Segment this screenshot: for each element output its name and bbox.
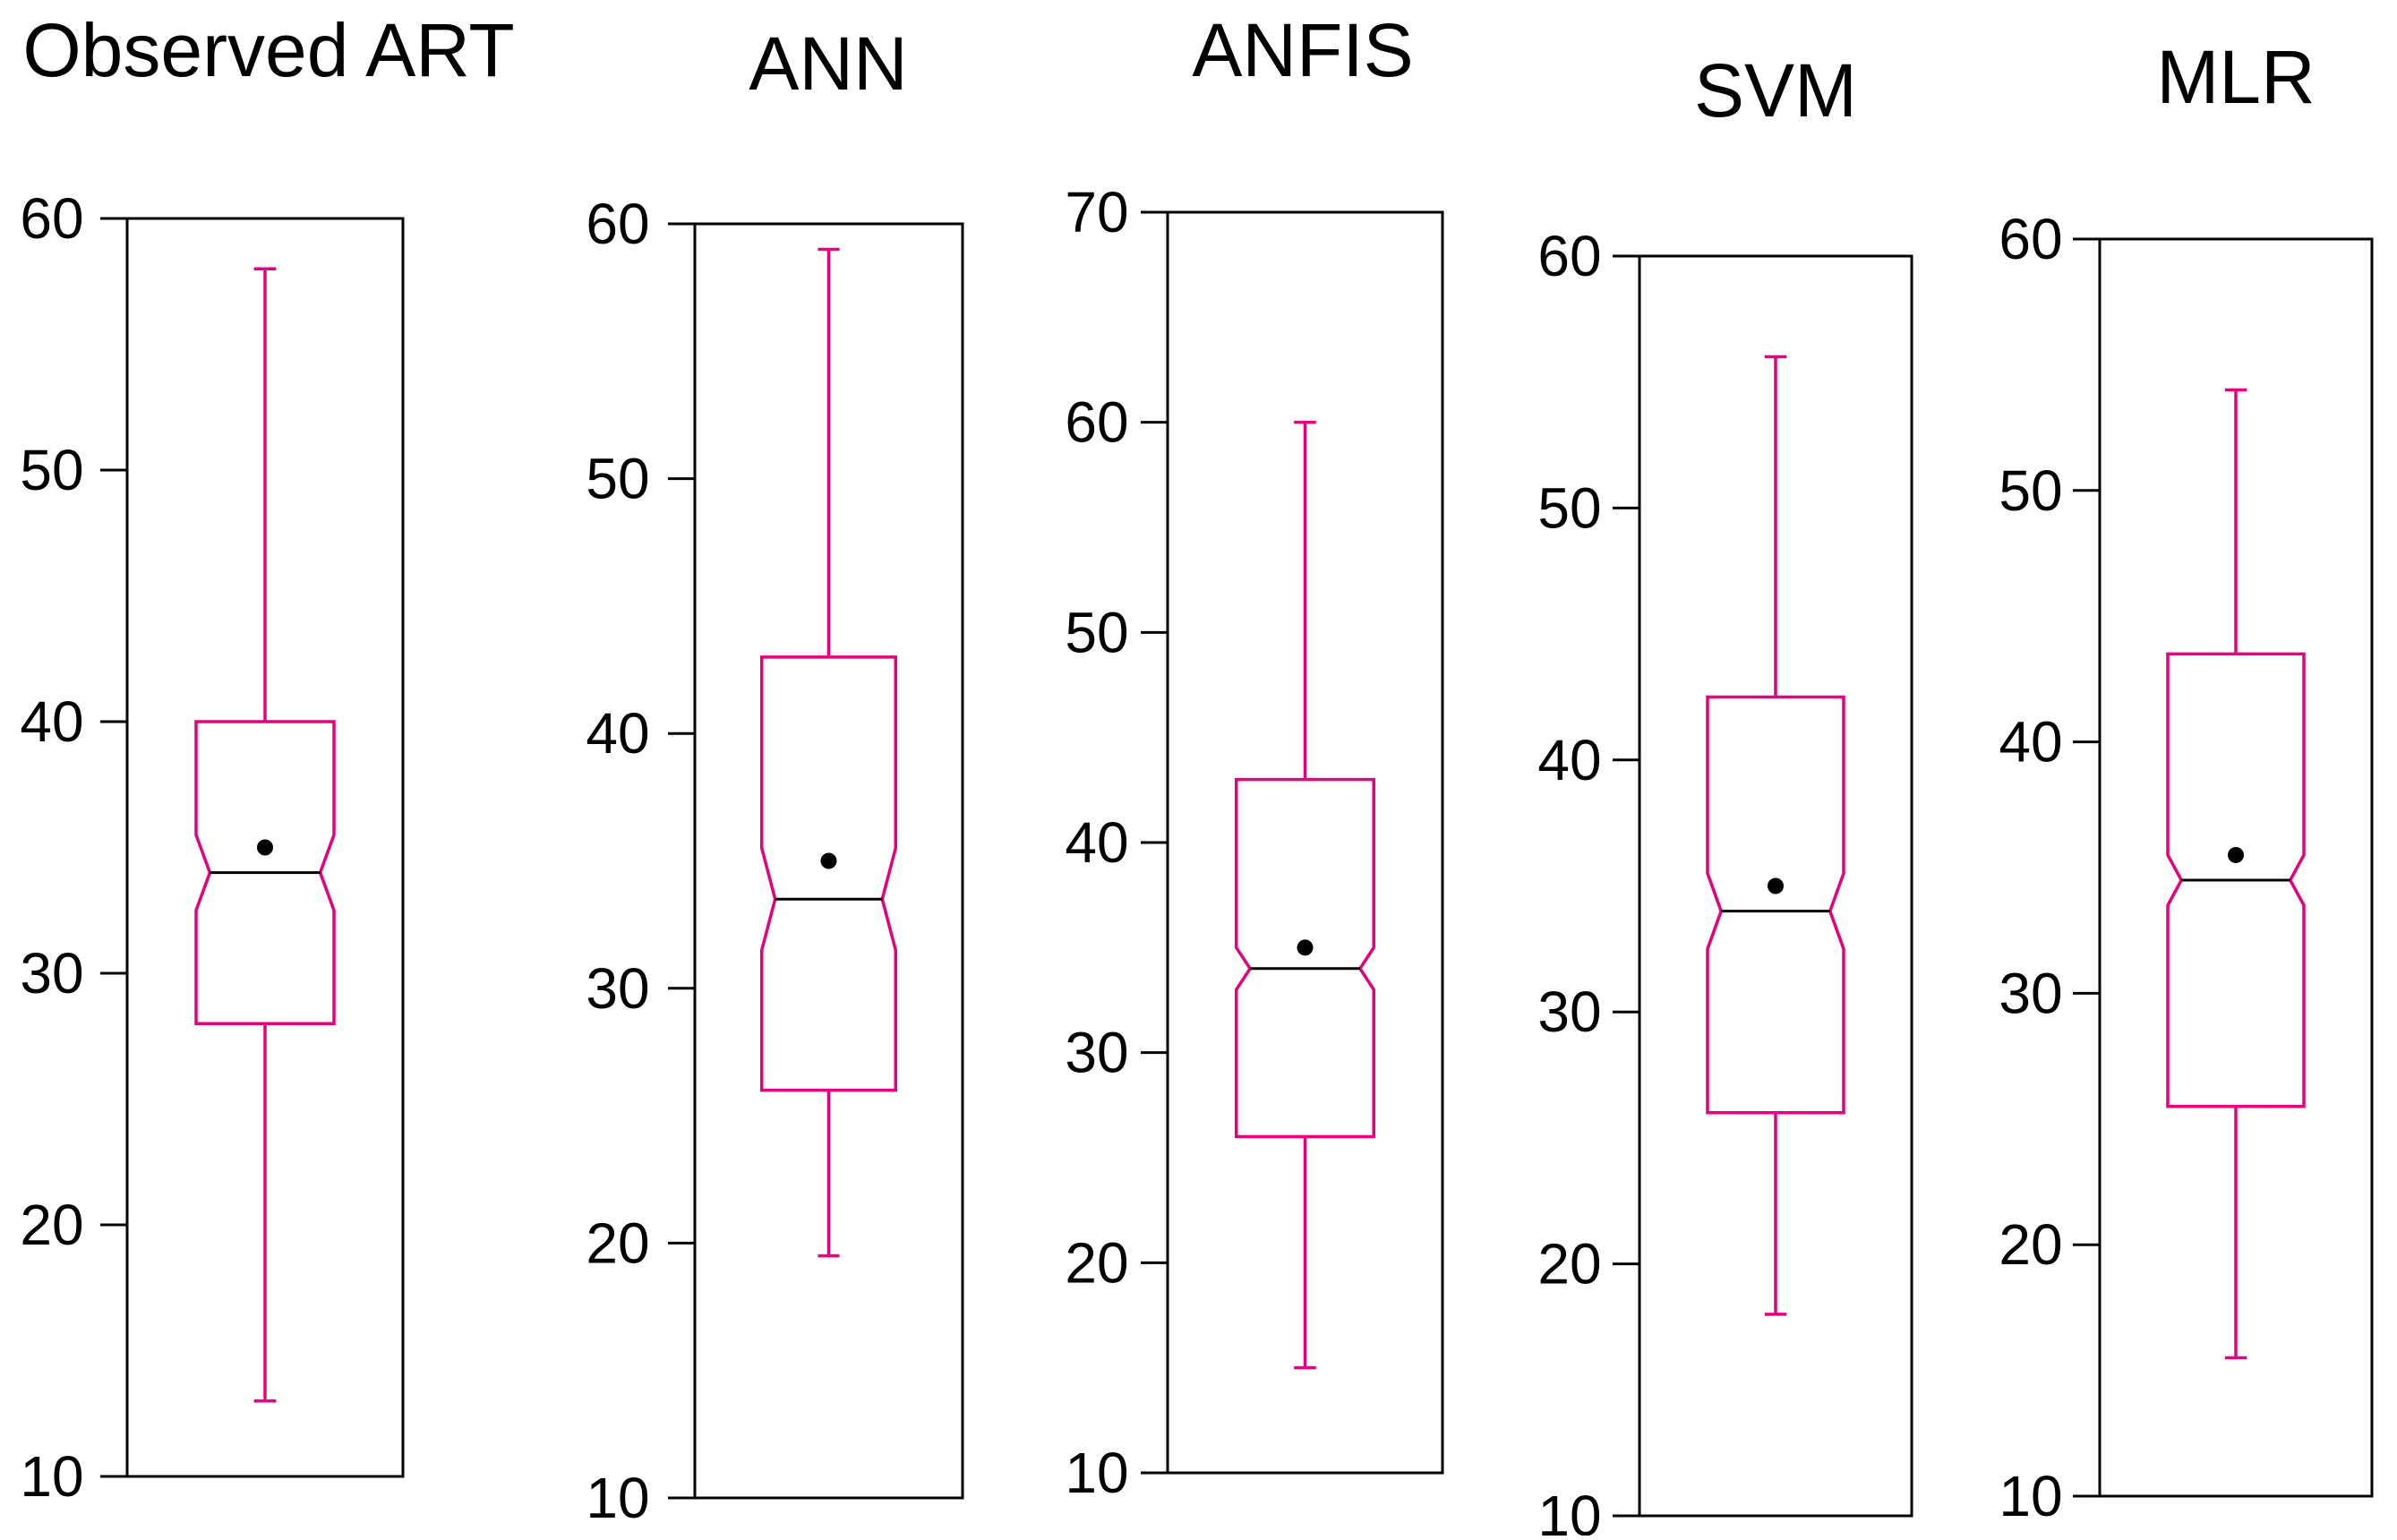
plot-frame	[1638, 254, 1913, 1518]
notched-box	[1235, 777, 1375, 1139]
y-tick-label: 60	[1537, 224, 1601, 288]
boxplot-panel: ANN 10 20 30 40 50 60	[586, 21, 964, 1530]
panel-title: ANN	[749, 21, 907, 106]
panel-title: Observed ART	[22, 8, 514, 92]
y-tick-label: 40	[1537, 728, 1601, 792]
y-tick-label: 60	[586, 192, 649, 256]
y-tick-label: 20	[20, 1193, 83, 1257]
y-tick-label: 30	[586, 956, 649, 1021]
y-tick-label: 60	[1999, 207, 2062, 271]
y-tick-label: 60	[1065, 390, 1128, 455]
plot-frame	[693, 222, 964, 1500]
y-tick-label: 30	[1537, 980, 1601, 1044]
y-tick-label: 60	[20, 186, 83, 251]
y-tick-label: 10	[586, 1466, 649, 1530]
y-tick-label: 30	[1065, 1021, 1128, 1085]
mean-marker	[2228, 846, 2244, 863]
y-tick-label: 50	[586, 447, 649, 511]
y-tick-label: 50	[1537, 475, 1601, 540]
mean-marker	[820, 852, 837, 869]
notched-box	[1706, 695, 1845, 1115]
plot-frame	[2098, 237, 2374, 1498]
boxplot-panel: ANFIS 10 20 30 40 50 60 70	[1065, 8, 1444, 1505]
y-tick-label: 20	[1537, 1232, 1601, 1296]
panel-title: SVM	[1694, 48, 1857, 133]
y-tick-label: 20	[1999, 1212, 2062, 1277]
y-tick-label: 50	[1065, 600, 1128, 664]
y-tick-label: 10	[1537, 1484, 1601, 1536]
y-tick-label: 50	[1999, 458, 2062, 523]
y-tick-label: 10	[1999, 1464, 2062, 1528]
boxplot-panel: Observed ART 10 20 30 40 50 60	[20, 8, 514, 1509]
mean-marker	[1768, 877, 1784, 894]
y-tick-label: 30	[20, 941, 83, 1005]
y-tick-label: 20	[1065, 1230, 1128, 1295]
y-tick-label: 10	[20, 1444, 83, 1509]
plot-frame	[125, 217, 405, 1478]
y-tick-label: 40	[1999, 710, 2062, 774]
y-tick-label: 40	[586, 701, 649, 766]
boxplot-panel: SVM 10 20 30 40 50 60	[1537, 48, 1913, 1540]
y-tick-label: 10	[1065, 1441, 1128, 1505]
boxplot-panel: MLR 10 20 30 40 50 60	[1999, 35, 2374, 1528]
y-tick-label: 70	[1065, 180, 1128, 244]
notched-box	[194, 720, 336, 1025]
y-tick-label: 40	[1065, 810, 1128, 875]
mean-marker	[1297, 939, 1314, 956]
notched-box	[760, 655, 897, 1092]
panel-title: ANFIS	[1192, 8, 1413, 92]
y-tick-label: 50	[20, 438, 83, 502]
y-tick-label: 20	[586, 1211, 649, 1275]
y-tick-label: 30	[1999, 961, 2062, 1025]
notched-box	[2166, 652, 2306, 1108]
panel-title: MLR	[2156, 35, 2315, 119]
y-tick-label: 40	[20, 689, 83, 754]
mean-marker	[257, 839, 273, 856]
